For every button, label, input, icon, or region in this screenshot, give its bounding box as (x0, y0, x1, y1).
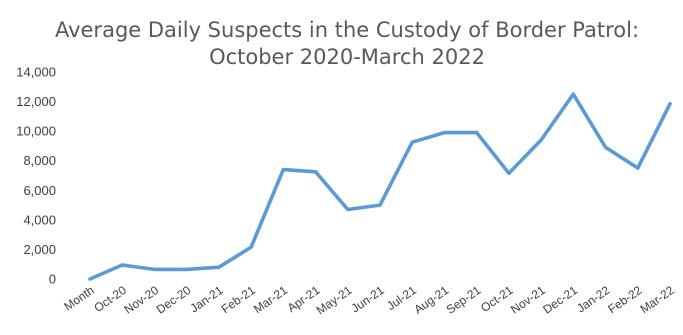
x-axis: MonthOct-20Nov-20Dec-20Jan-21Feb-21Mar-2… (61, 283, 677, 318)
y-tick-label: 4,000 (23, 212, 56, 227)
data-point (185, 267, 189, 271)
y-tick-label: 0 (49, 272, 56, 287)
x-tick-label: Month (61, 283, 96, 314)
x-tick-label: Feb-22 (605, 283, 644, 316)
y-tick-label: 14,000 (16, 65, 56, 80)
series-line (88, 92, 672, 281)
data-point (475, 131, 479, 135)
x-tick-label: Mar-21 (251, 283, 290, 316)
x-tick-label: Aug-21 (411, 283, 451, 317)
y-axis: 0 2,000 4,000 6,000 8,000 10,000 12,000 14,000 (16, 65, 56, 287)
x-tick-label: May-21 (314, 283, 355, 318)
data-point (152, 267, 156, 271)
data-point (88, 277, 92, 281)
data-point (314, 170, 318, 174)
x-tick-label: Dec-21 (540, 283, 580, 317)
x-tick-label: Jun-21 (349, 283, 387, 316)
x-tick-label: Oct-21 (478, 283, 516, 315)
data-point (281, 168, 285, 172)
y-tick-label: 10,000 (16, 124, 56, 139)
series-group (88, 92, 672, 281)
data-point (668, 102, 672, 106)
x-tick-label: Mar-22 (638, 283, 677, 316)
data-point (442, 131, 446, 135)
x-tick-label: Oct-20 (91, 283, 129, 315)
data-point (507, 171, 511, 175)
x-tick-label: Feb-21 (219, 283, 258, 316)
chart-title-line-2: October 2020-March 2022 (209, 45, 485, 69)
data-point (346, 207, 350, 212)
x-tick-label: Sep-21 (444, 283, 484, 317)
data-point (378, 203, 382, 207)
y-tick-label: 8,000 (23, 153, 56, 168)
data-point (120, 263, 124, 267)
x-tick-label: Jan-22 (574, 283, 612, 316)
x-tick-label: Nov-20 (121, 283, 161, 317)
chart-title-line-1: Average Daily Suspects in the Custody of… (55, 18, 639, 42)
data-point (604, 145, 608, 149)
x-tick-label: Dec-20 (154, 283, 194, 317)
data-point (249, 245, 253, 249)
y-tick-label: 12,000 (16, 94, 56, 109)
x-tick-label: Jan-21 (188, 283, 226, 316)
data-point (539, 138, 543, 142)
data-point (636, 166, 640, 170)
data-point (217, 265, 221, 269)
x-tick-label: Nov-21 (508, 283, 548, 317)
y-tick-label: 2,000 (23, 242, 56, 257)
data-point (410, 140, 414, 144)
data-point (571, 92, 575, 96)
y-tick-label: 6,000 (23, 183, 56, 198)
